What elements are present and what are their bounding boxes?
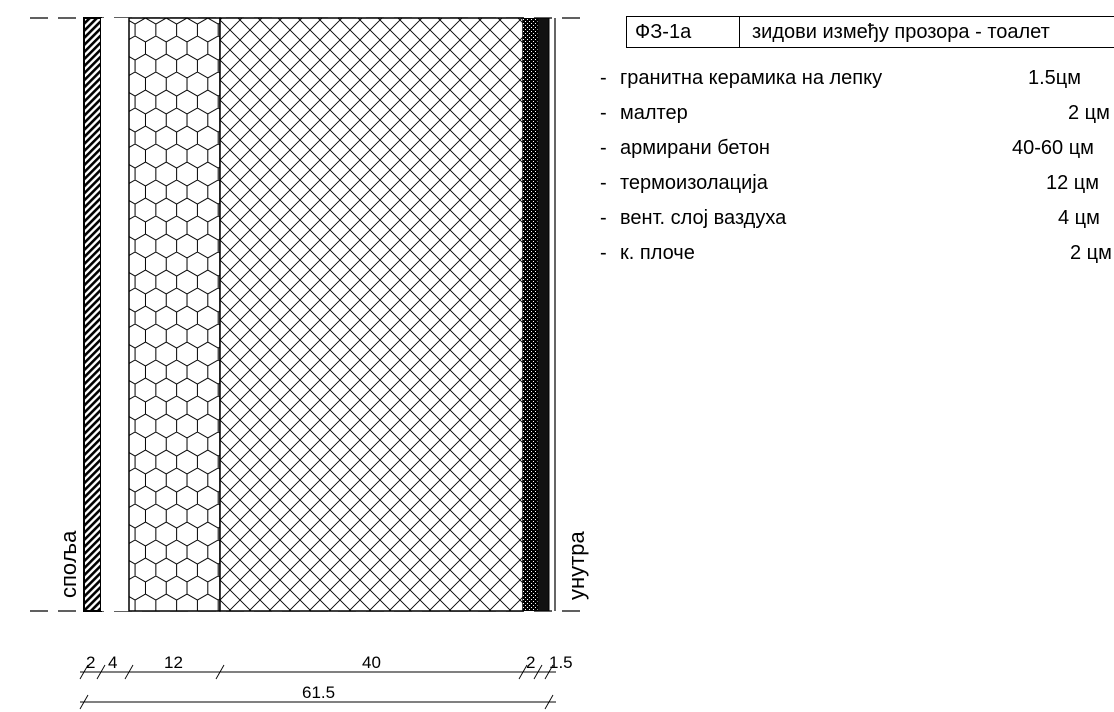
layer-thermal-insulation bbox=[128, 17, 221, 612]
spec-bullet: - bbox=[600, 137, 607, 159]
spec-code: ФЗ-1а bbox=[627, 17, 740, 47]
spec-layer-thickness: 2 цм bbox=[1070, 242, 1112, 264]
spec-bullet: - bbox=[600, 207, 607, 229]
dim-insulation: 12 bbox=[164, 653, 183, 672]
spec-bullet: - bbox=[600, 242, 607, 264]
spec-bullet: - bbox=[600, 102, 607, 124]
spec-layer-name: малтер bbox=[620, 102, 688, 124]
dimension-lines bbox=[79, 664, 556, 710]
spec-title-box: ФЗ-1а зидови између прозора - тоалет bbox=[626, 16, 1114, 48]
spec-bullet: - bbox=[600, 172, 607, 194]
layer-granite-ceramic bbox=[537, 17, 550, 612]
dim-total: 61.5 bbox=[302, 683, 335, 702]
outside-label: споља bbox=[56, 530, 81, 598]
layer-reinforced-concrete bbox=[219, 17, 524, 612]
dimension-values: 2 4 12 40 2 1.5 61.5 bbox=[86, 653, 573, 702]
dim-ceramic: 1.5 bbox=[549, 653, 573, 672]
spec-layer-name: к. плоче bbox=[620, 242, 695, 264]
spec-layer-name: вент. слој ваздуха bbox=[620, 207, 787, 229]
spec-bullet: - bbox=[600, 67, 607, 89]
spec-layer-thickness: 12 цм bbox=[1046, 172, 1100, 194]
spec-layer-thickness: 1.5цм bbox=[1028, 67, 1082, 89]
spec-layer-name: армирани бетон bbox=[620, 137, 770, 159]
spec-title: зидови између прозора - тоалет bbox=[752, 21, 1050, 43]
spec-layer-thickness: 40-60 цм bbox=[1012, 137, 1094, 159]
dim-concrete: 40 bbox=[362, 653, 381, 672]
spec-layer-thickness: 2 цм bbox=[1068, 102, 1110, 124]
layer-air-gap bbox=[101, 18, 129, 611]
layer-plaster bbox=[523, 18, 538, 611]
dim-plaster: 2 bbox=[526, 653, 535, 672]
dim-ceramic-panels: 2 bbox=[86, 653, 95, 672]
dim-air-gap: 4 bbox=[108, 653, 117, 672]
spec-layer-name: гранитна керамика на лепку bbox=[620, 67, 883, 89]
inside-label: унутра bbox=[564, 531, 589, 600]
layer-ceramic-panels bbox=[83, 17, 102, 612]
spec-layer-thickness: 4 цм bbox=[1058, 207, 1100, 229]
spec-layer-name: термоизолација bbox=[620, 172, 768, 194]
